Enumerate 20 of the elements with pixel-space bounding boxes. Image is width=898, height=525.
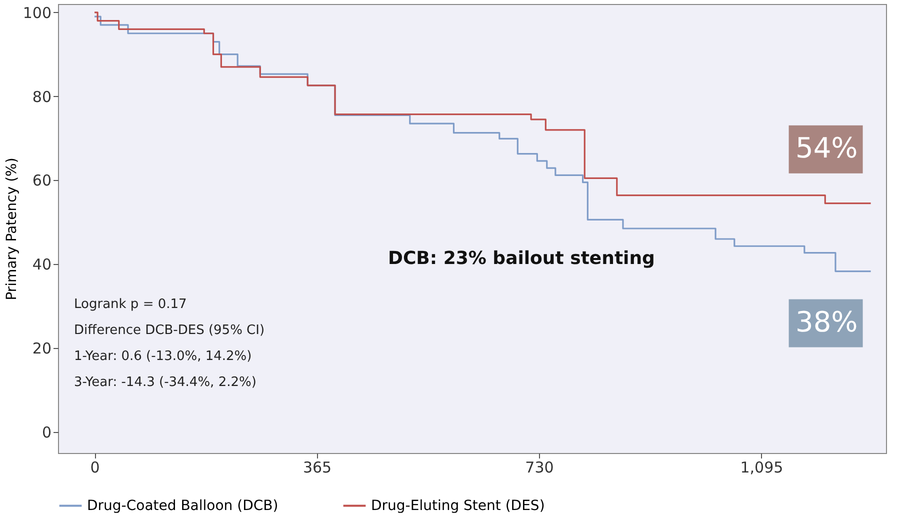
- y-axis-title: Primary Patency (%): [4, 158, 20, 300]
- annotation: DCB: 23% bailout stenting: [388, 248, 655, 269]
- x-tick-label: 730: [525, 458, 554, 476]
- annotation: Logrank p = 0.17: [74, 297, 187, 312]
- x-tick-label: 0: [90, 458, 100, 476]
- y-tick-label: 100: [22, 4, 52, 22]
- legend-label: Drug-Coated Balloon (DCB): [87, 498, 278, 514]
- annotation: 1-Year: 0.6 (-13.0%, 14.2%): [74, 349, 252, 364]
- legend-label: Drug-Eluting Stent (DES): [371, 498, 545, 514]
- y-tick-label: 40: [32, 256, 52, 274]
- annotation: Difference DCB-DES (95% CI): [74, 323, 265, 338]
- y-tick-label: 80: [32, 88, 52, 106]
- x-tick-label: 1,095: [740, 458, 784, 476]
- y-tick-label: 60: [32, 172, 52, 190]
- annotation: 54%: [796, 131, 858, 164]
- y-tick-label: 0: [42, 424, 52, 442]
- x-tick-label: 365: [302, 458, 332, 476]
- y-tick-label: 20: [32, 340, 52, 358]
- annotation: 3-Year: -14.3 (-34.4%, 2.2%): [74, 375, 256, 390]
- annotation: 38%: [796, 305, 858, 338]
